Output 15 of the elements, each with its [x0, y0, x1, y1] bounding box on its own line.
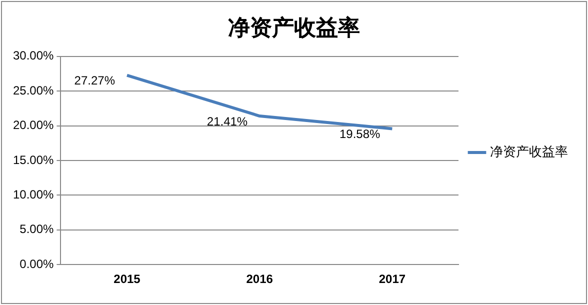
- data-label: 27.27%: [74, 74, 116, 88]
- y-tick-label: 25.00%: [12, 83, 54, 98]
- y-tick-label: 10.00%: [12, 188, 54, 202]
- chart-title: 净资产收益率: [228, 14, 360, 40]
- legend-label: 净资产收益率: [490, 144, 568, 160]
- data-label: 21.41%: [206, 114, 248, 128]
- y-tick-label: 15.00%: [12, 152, 54, 167]
- x-tick-label: 2017: [378, 272, 406, 286]
- y-tick-label: 20.00%: [12, 118, 54, 132]
- x-tick-label: 2015: [114, 272, 141, 286]
- y-tick-label: 30.00%: [12, 48, 54, 63]
- data-label: 19.58%: [339, 127, 381, 142]
- y-tick-label: 0.00%: [20, 256, 54, 271]
- y-tick-label: 5.00%: [20, 222, 54, 236]
- x-tick-label: 2016: [246, 272, 274, 286]
